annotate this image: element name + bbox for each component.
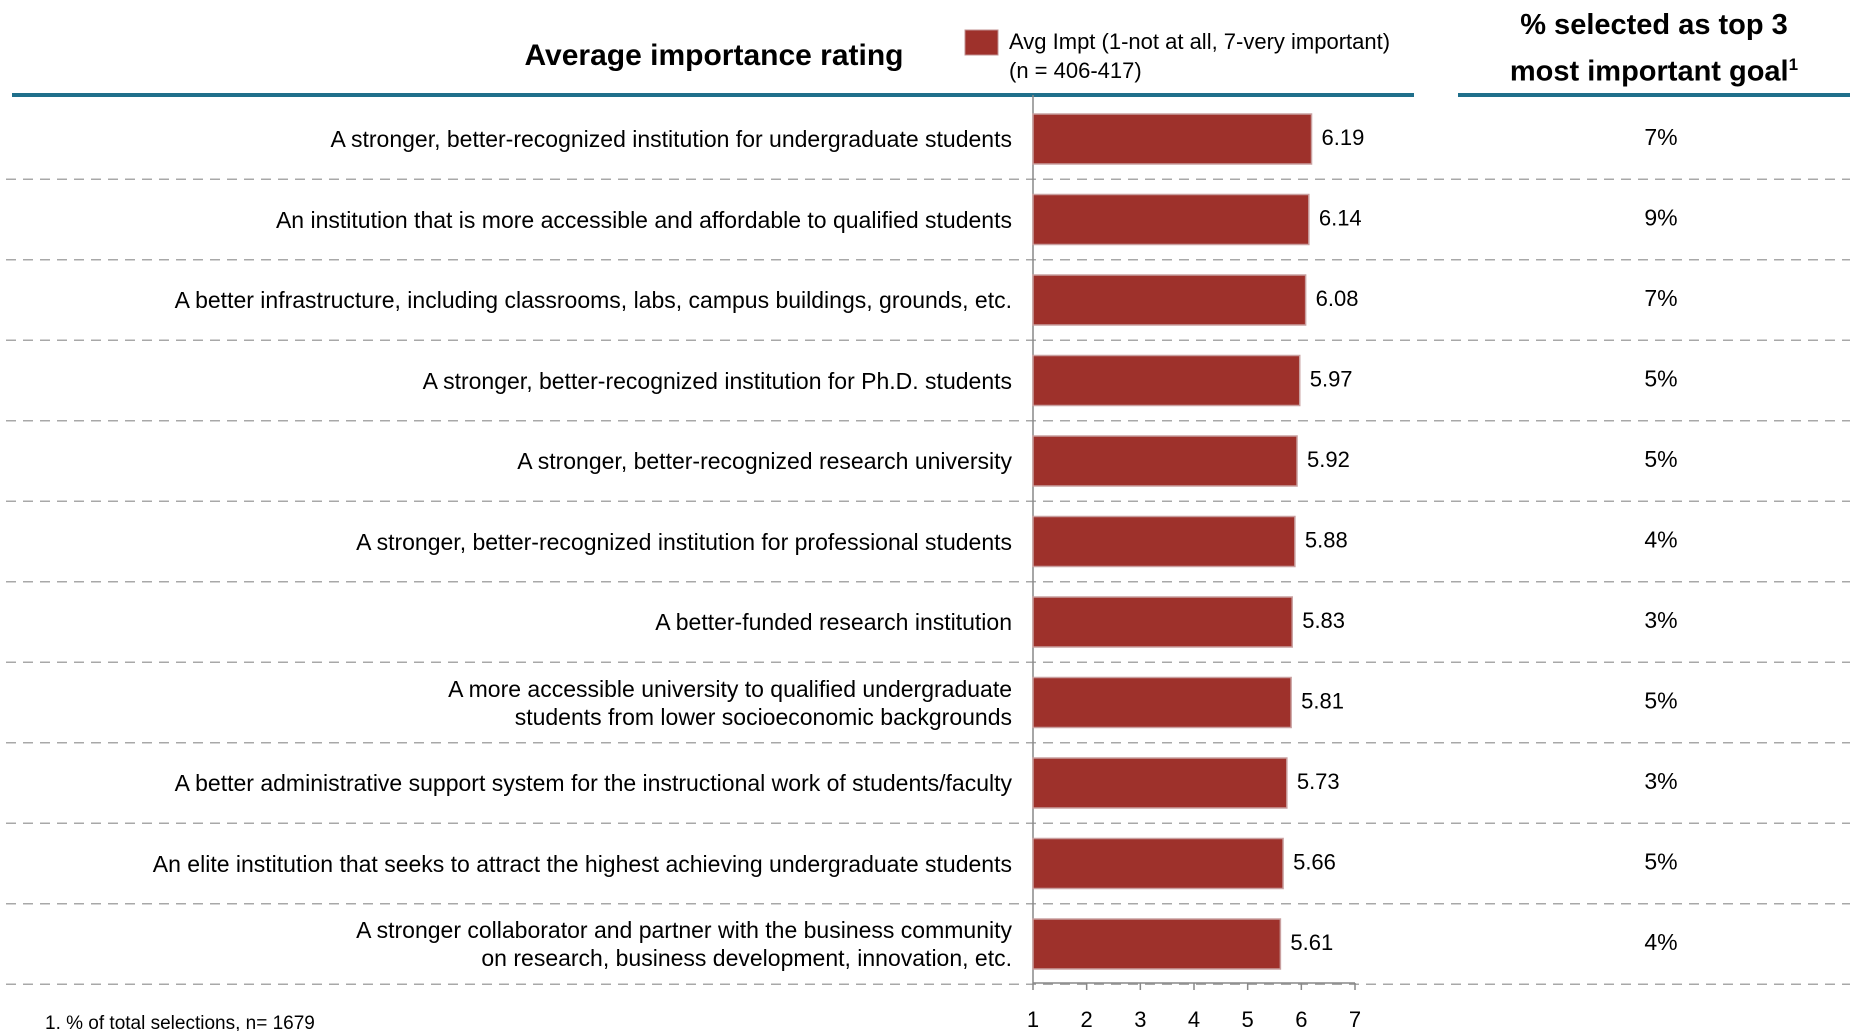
category-label: A better administrative support system f… [174, 770, 1012, 796]
value-label: 5.88 [1305, 527, 1348, 552]
bar [1032, 918, 1282, 970]
footnote: 1. % of total selections, n= 1679 [45, 1013, 315, 1031]
x-tick-label: 2 [1081, 1007, 1093, 1031]
bar [1032, 354, 1301, 407]
top3-value: 7% [1644, 285, 1677, 311]
value-label: 5.81 [1301, 688, 1344, 713]
x-tick-label: 6 [1295, 1007, 1307, 1031]
bar [1032, 757, 1288, 809]
top3-value: 9% [1644, 205, 1677, 231]
value-label: 5.73 [1297, 769, 1340, 794]
top3-value: 5% [1644, 366, 1677, 392]
bar [1032, 676, 1292, 729]
value-label: 5.66 [1293, 849, 1336, 874]
top3-value: 4% [1644, 527, 1677, 553]
legend-label: Avg Impt (1-not at all, 7-very important… [1009, 29, 1390, 54]
legend-swatch [964, 29, 999, 56]
value-label: 5.92 [1307, 447, 1350, 472]
value-label: 6.19 [1322, 125, 1365, 150]
bar [1032, 193, 1310, 246]
category-label: A better-funded research institution [655, 609, 1012, 635]
top3-value: 3% [1644, 768, 1677, 794]
bar [1032, 515, 1296, 568]
top3-value: 5% [1644, 446, 1677, 472]
category-label: A stronger, better-recognized institutio… [422, 367, 1012, 394]
category-label: An institution that is more accessible a… [275, 206, 1012, 233]
category-label: A stronger, better-recognized research u… [517, 448, 1012, 474]
column-title-text: % selected as top 3 most important goal [1509, 9, 1789, 88]
chart-title: Average importance rating [525, 39, 904, 72]
bar [1032, 274, 1307, 326]
x-tick-label: 3 [1134, 1007, 1146, 1031]
category-label: A stronger, better-recognized institutio… [356, 528, 1012, 555]
top3-value: 4% [1644, 929, 1677, 955]
column-title: % selected as top 3 most important goal1 [1458, 6, 1850, 92]
value-label: 5.83 [1302, 608, 1345, 633]
category-label: A stronger collaborator and partner with… [356, 917, 1012, 971]
x-tick-label: 1 [1027, 1007, 1039, 1031]
category-label: An elite institution that seeks to attra… [152, 850, 1012, 877]
value-label: 6.08 [1316, 286, 1359, 311]
x-tick-label: 5 [1242, 1007, 1254, 1031]
top3-value: 7% [1644, 124, 1677, 150]
category-label: A more accessible university to qualifie… [448, 675, 1012, 730]
top3-value: 3% [1644, 607, 1677, 633]
category-label: A stronger, better-recognized institutio… [330, 126, 1012, 152]
value-label: 6.14 [1319, 205, 1362, 230]
legend-note: (n = 406-417) [1009, 58, 1142, 83]
footnote-mark: 1 [1788, 55, 1799, 74]
x-tick-label: 4 [1188, 1007, 1200, 1031]
category-label: A better infrastructure, including class… [174, 287, 1012, 313]
bar [1032, 596, 1293, 648]
bar [1032, 837, 1284, 890]
value-label: 5.61 [1290, 930, 1333, 955]
top3-value: 5% [1644, 849, 1677, 875]
top3-value: 5% [1644, 688, 1677, 714]
x-tick-label: 7 [1349, 1007, 1361, 1031]
value-label: 5.97 [1310, 366, 1353, 391]
bar [1032, 435, 1298, 487]
bar [1032, 113, 1313, 165]
